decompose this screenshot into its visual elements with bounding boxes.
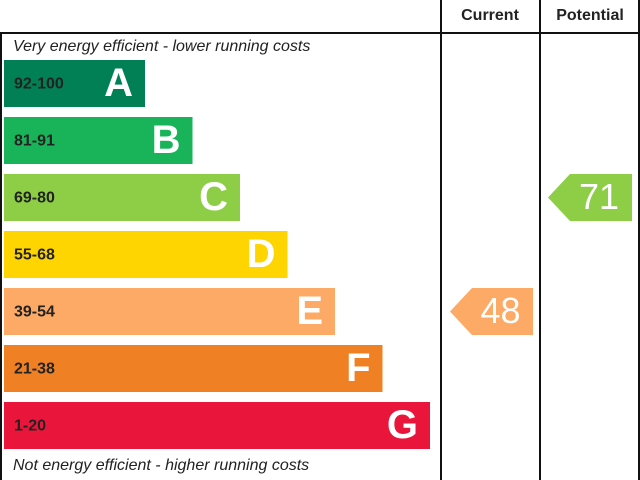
- band-letter: F: [346, 346, 370, 390]
- band-letter: C: [199, 175, 228, 219]
- band-bar: [4, 117, 193, 164]
- band-range: 81-91: [14, 133, 55, 150]
- band-bar: [4, 60, 145, 107]
- potential-header: Potential: [556, 7, 624, 24]
- band-bar: [4, 345, 383, 392]
- band-range: 1-20: [14, 418, 46, 435]
- band-range: 92-100: [14, 76, 64, 93]
- band-letter: A: [104, 61, 133, 105]
- top-note: Very energy efficient - lower running co…: [13, 38, 310, 55]
- current-arrow: [450, 288, 533, 335]
- band-bar: [4, 231, 288, 278]
- band-range: 69-80: [14, 190, 55, 207]
- band-letter: B: [152, 118, 181, 162]
- bottom-note: Not energy efficient - higher running co…: [13, 457, 309, 474]
- current-score: 48: [480, 290, 520, 331]
- band-bar: [4, 402, 430, 449]
- potential-score: 71: [579, 176, 619, 217]
- band-letter: E: [296, 289, 323, 333]
- current-header: Current: [461, 7, 519, 24]
- band-range: 55-68: [14, 247, 55, 264]
- band-letter: G: [387, 403, 418, 447]
- band-bar: [4, 174, 240, 221]
- band-bar: [4, 288, 335, 335]
- band-range: 21-38: [14, 361, 55, 378]
- band-letter: D: [247, 232, 276, 276]
- band-range: 39-54: [14, 304, 55, 321]
- potential-arrow: [548, 174, 632, 221]
